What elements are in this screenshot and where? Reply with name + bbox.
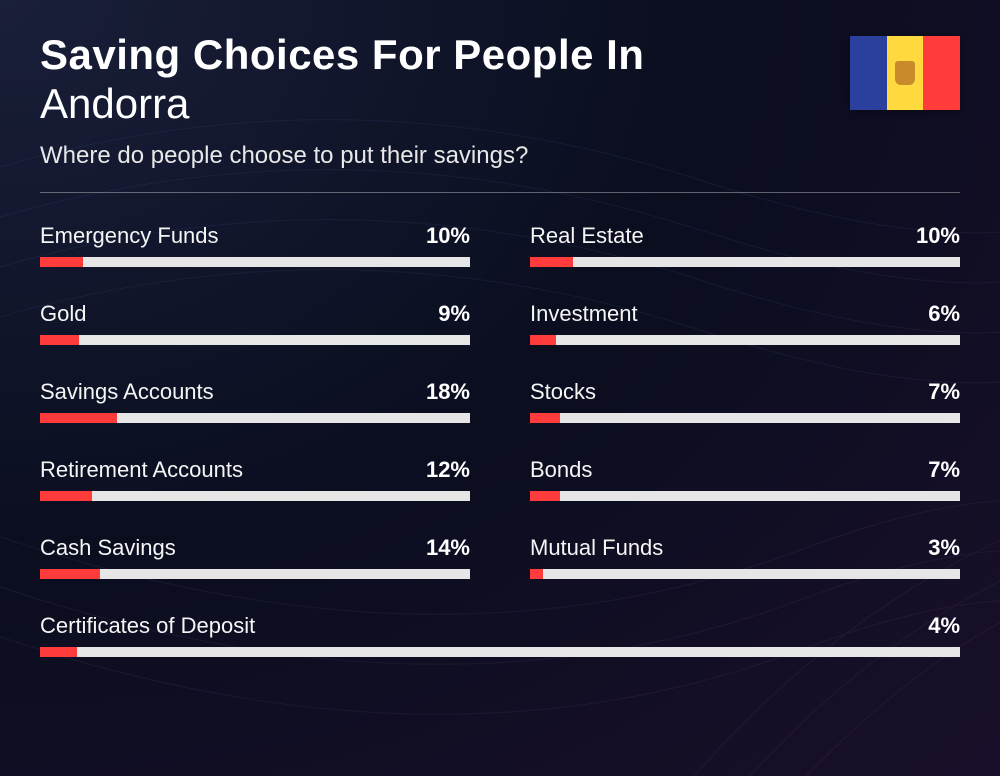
item-label: Retirement Accounts xyxy=(40,457,243,483)
item-value: 12% xyxy=(426,457,470,483)
item-label: Gold xyxy=(40,301,86,327)
item-value: 4% xyxy=(928,613,960,639)
bar-fill xyxy=(530,335,556,345)
header: Saving Choices For People In Andorra Whe… xyxy=(40,32,960,170)
bar-track xyxy=(40,335,470,345)
item-label: Bonds xyxy=(530,457,592,483)
item-head: Real Estate 10% xyxy=(530,223,960,249)
bar-track xyxy=(530,569,960,579)
bar-fill xyxy=(40,569,100,579)
bar-track xyxy=(530,413,960,423)
saving-item: Mutual Funds 3% xyxy=(530,535,960,579)
bar-fill xyxy=(530,413,560,423)
flag-stripe-left xyxy=(850,36,887,110)
items-grid: Emergency Funds 10% Real Estate 10% Gold 9% In… xyxy=(40,223,960,657)
bar-track xyxy=(40,413,470,423)
bar-fill xyxy=(40,257,83,267)
title-main: Saving Choices For People In xyxy=(40,32,960,78)
bar-fill xyxy=(530,491,560,501)
item-label: Savings Accounts xyxy=(40,379,214,405)
bar-track xyxy=(530,257,960,267)
flag-stripe-right xyxy=(923,36,960,110)
bar-track xyxy=(530,335,960,345)
item-value: 7% xyxy=(928,457,960,483)
saving-item: Investment 6% xyxy=(530,301,960,345)
item-value: 10% xyxy=(426,223,470,249)
saving-item: Stocks 7% xyxy=(530,379,960,423)
saving-item: Real Estate 10% xyxy=(530,223,960,267)
item-value: 10% xyxy=(916,223,960,249)
item-head: Gold 9% xyxy=(40,301,470,327)
item-value: 18% xyxy=(426,379,470,405)
title-country: Andorra xyxy=(40,80,960,128)
flag-stripe-mid xyxy=(887,36,924,110)
item-label: Mutual Funds xyxy=(530,535,663,561)
bar-track xyxy=(40,257,470,267)
item-label: Cash Savings xyxy=(40,535,176,561)
saving-item: Savings Accounts 18% xyxy=(40,379,470,423)
bar-fill xyxy=(40,335,79,345)
saving-item: Emergency Funds 10% xyxy=(40,223,470,267)
item-head: Investment 6% xyxy=(530,301,960,327)
divider xyxy=(40,192,960,193)
flag-emblem xyxy=(895,61,915,85)
item-label: Investment xyxy=(530,301,638,327)
bar-track xyxy=(40,569,470,579)
bar-fill xyxy=(40,491,92,501)
item-head: Stocks 7% xyxy=(530,379,960,405)
item-label: Real Estate xyxy=(530,223,644,249)
bar-fill xyxy=(40,647,77,657)
saving-item: Gold 9% xyxy=(40,301,470,345)
item-head: Cash Savings 14% xyxy=(40,535,470,561)
item-value: 7% xyxy=(928,379,960,405)
saving-item: Bonds 7% xyxy=(530,457,960,501)
item-head: Mutual Funds 3% xyxy=(530,535,960,561)
item-head: Retirement Accounts 12% xyxy=(40,457,470,483)
item-label: Certificates of Deposit xyxy=(40,613,255,639)
item-value: 3% xyxy=(928,535,960,561)
bar-track xyxy=(40,491,470,501)
saving-item: Retirement Accounts 12% xyxy=(40,457,470,501)
bar-track xyxy=(40,647,960,657)
item-head: Savings Accounts 18% xyxy=(40,379,470,405)
item-label: Stocks xyxy=(530,379,596,405)
bar-fill xyxy=(40,413,117,423)
item-head: Emergency Funds 10% xyxy=(40,223,470,249)
item-label: Emergency Funds xyxy=(40,223,219,249)
item-value: 9% xyxy=(438,301,470,327)
item-head: Certificates of Deposit 4% xyxy=(40,613,960,639)
item-value: 6% xyxy=(928,301,960,327)
subtitle: Where do people choose to put their savi… xyxy=(40,142,960,170)
bar-track xyxy=(530,491,960,501)
bar-fill xyxy=(530,569,543,579)
saving-item: Cash Savings 14% xyxy=(40,535,470,579)
item-value: 14% xyxy=(426,535,470,561)
saving-item: Certificates of Deposit 4% xyxy=(40,613,960,657)
country-flag xyxy=(850,36,960,110)
bar-fill xyxy=(530,257,573,267)
item-head: Bonds 7% xyxy=(530,457,960,483)
